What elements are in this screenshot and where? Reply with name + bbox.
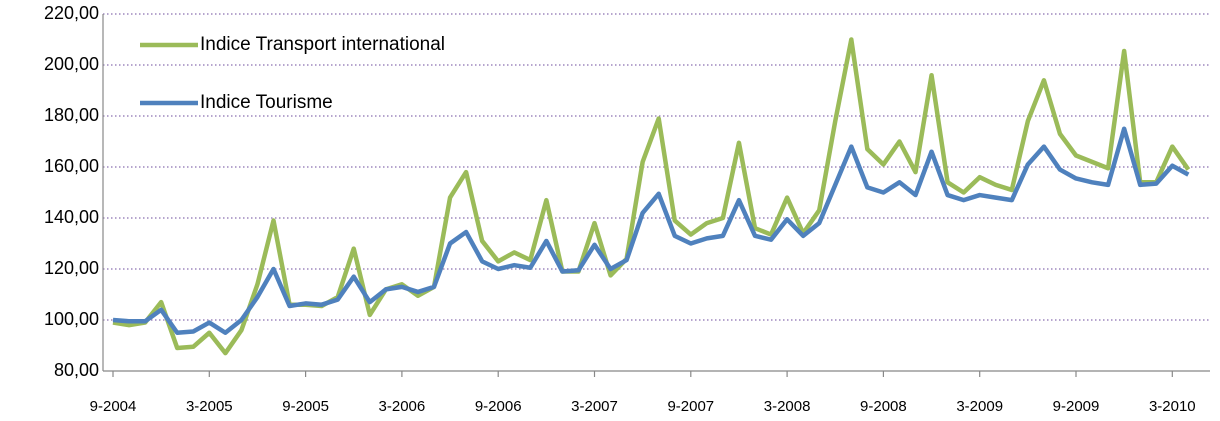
x-tick-label: 3-2006: [379, 398, 426, 415]
x-tick-label: 3-2007: [571, 398, 618, 415]
x-tick-label: 3-2010: [1149, 398, 1196, 415]
legend-label: Indice Transport international: [200, 34, 445, 55]
y-tick-label: 80,00: [54, 360, 99, 380]
y-tick-label: 120,00: [44, 258, 99, 278]
y-tick-label: 100,00: [44, 309, 99, 329]
series-line: [112, 37, 1191, 356]
y-tick-label: 220,00: [44, 3, 99, 23]
y-tick-label: 200,00: [44, 54, 99, 74]
x-tick-label: 9-2004: [90, 398, 137, 415]
x-tick-label: 3-2008: [764, 398, 811, 415]
y-tick-label: 140,00: [44, 207, 99, 227]
x-tick-label: 9-2008: [860, 398, 907, 415]
x-tick-label: 3-2005: [186, 398, 233, 415]
y-tick-label: 180,00: [44, 105, 99, 125]
x-tick-label: 9-2007: [667, 398, 714, 415]
x-tick-label: 9-2005: [282, 398, 329, 415]
y-tick-label: 160,00: [44, 156, 99, 176]
x-tick-label: 9-2006: [475, 398, 522, 415]
x-tick-label: 3-2009: [956, 398, 1003, 415]
legend-label: Indice Tourisme: [200, 92, 333, 113]
series-line: [112, 126, 1190, 335]
x-tick-label: 9-2009: [1053, 398, 1100, 415]
